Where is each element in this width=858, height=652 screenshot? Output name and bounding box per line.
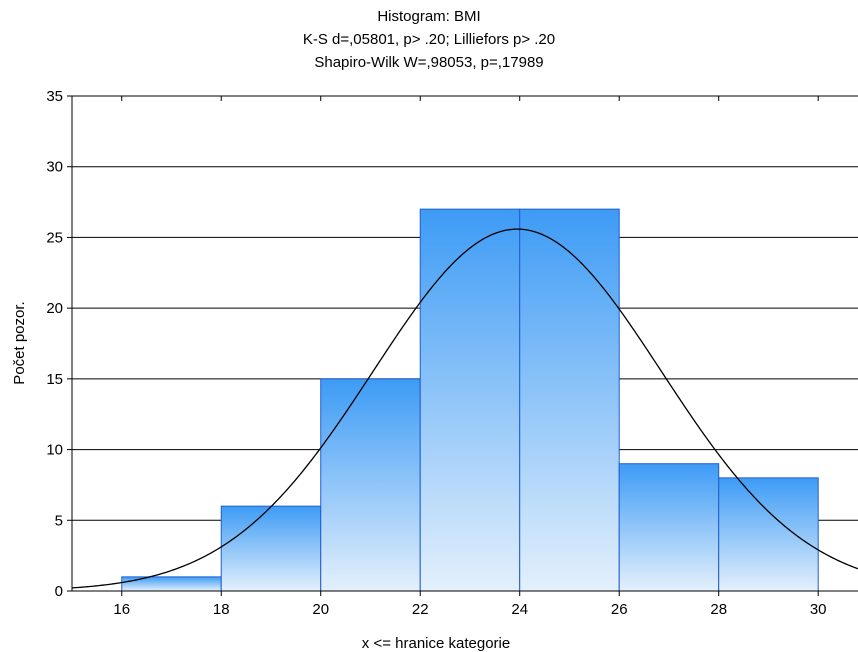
histogram-bar xyxy=(220,505,322,592)
x-axis-label: x <= hranice kategorie xyxy=(362,635,510,652)
y-tick-label: 10 xyxy=(46,442,63,459)
x-tick-label: 16 xyxy=(113,601,130,618)
normal-curve-line xyxy=(71,228,858,589)
y-axis-label: Počet pozor. xyxy=(11,301,28,384)
y-tick-label: 0 xyxy=(55,583,63,600)
histogram-bar xyxy=(121,576,222,592)
x-tick-label: 20 xyxy=(312,601,329,618)
chart-subtitle-sw: Shapiro-Wilk W=,98053, p=,17989 xyxy=(314,54,544,71)
x-tick-label: 28 xyxy=(710,601,727,618)
x-tick-label: 22 xyxy=(412,601,429,618)
histogram-bar xyxy=(419,208,521,592)
histogram-bar xyxy=(718,477,819,592)
histogram-bar xyxy=(519,208,620,592)
y-tick-label: 25 xyxy=(46,229,63,246)
y-tick-label: 30 xyxy=(46,159,63,176)
y-tick-label: 35 xyxy=(46,88,63,105)
histogram-bar xyxy=(320,378,421,592)
y-tick-label: 15 xyxy=(46,371,63,388)
x-tick-label: 18 xyxy=(213,601,230,618)
chart-title: Histogram: BMI xyxy=(377,8,481,25)
x-tick-label: 24 xyxy=(511,601,528,618)
y-tick-label: 20 xyxy=(46,300,63,317)
y-tick-label: 5 xyxy=(55,512,63,529)
histogram-bar xyxy=(618,463,720,592)
x-tick-label: 26 xyxy=(611,601,628,618)
x-tick-label: 30 xyxy=(810,601,827,618)
chart-subtitle-ks: K-S d=,05801, p> .20; Lilliefors p> .20 xyxy=(302,31,556,48)
